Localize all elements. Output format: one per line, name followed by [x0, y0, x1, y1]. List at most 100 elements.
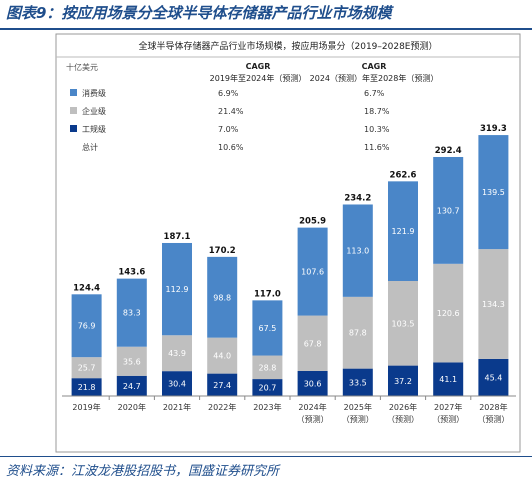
bar-total-label-2021: 187.1: [164, 232, 191, 242]
title-rule: [0, 28, 532, 30]
bar-value-label-2022-s1: 44.0: [213, 352, 231, 361]
legend-cagr-b-0: 6.7%: [364, 89, 385, 98]
legend-header-left-2: 2019年至2024年（预测）: [210, 73, 307, 83]
bar-2020-s2: [116, 278, 147, 347]
x-tick-label-2028-0: 2028年: [479, 402, 507, 412]
bar-2022-s1: [207, 337, 238, 374]
bar-value-label-2025-s0: 33.5: [349, 378, 367, 387]
bar-2019-s1: [71, 357, 102, 379]
bar-2023-s0: [252, 379, 283, 396]
legend-label-2: 工规级: [82, 124, 106, 134]
figure-title: 图表9：按应用场景分全球半导体存储器产品行业市场规模: [6, 4, 392, 22]
legend-label-0: 消费级: [82, 88, 106, 98]
bar-value-label-2023-s1: 28.8: [258, 363, 276, 372]
bar-value-label-2028-s0: 45.4: [484, 373, 502, 382]
bar-value-label-2019-s0: 21.8: [78, 383, 96, 392]
bar-2023-s2: [252, 300, 283, 356]
legend-cagr-a-2: 7.0%: [218, 125, 239, 134]
bar-value-label-2028-s2: 139.5: [482, 188, 505, 197]
x-tick-label-2024-1: （预测）: [297, 414, 329, 424]
legend-cagr-a-3: 10.6%: [218, 143, 244, 152]
bar-value-label-2024-s0: 30.6: [304, 379, 322, 388]
x-tick-label-2027-0: 2027年: [434, 402, 462, 412]
bar-total-label-2024: 205.9: [299, 217, 326, 227]
bar-2024-s0: [297, 370, 328, 396]
bar-value-label-2024-s2: 107.6: [301, 268, 324, 277]
bar-value-label-2020-s2: 83.3: [123, 309, 141, 318]
bar-2024-s2: [297, 227, 328, 316]
bar-2023-s1: [252, 355, 283, 380]
bar-2024-s1: [297, 315, 328, 371]
legend-cagr-a-0: 6.9%: [218, 89, 239, 98]
x-tick-label-2025-0: 2025年: [344, 402, 372, 412]
bar-2020-s1: [116, 346, 147, 376]
bar-value-label-2027-s2: 130.7: [437, 206, 460, 215]
bar-2027-s1: [433, 263, 464, 363]
bar-value-label-2021-s1: 43.9: [168, 349, 186, 358]
bar-2025-s0: [342, 368, 373, 396]
x-tick-label-2027-1: （预测）: [432, 414, 464, 424]
stacked-bar-chart: 全球半导体存储器产品行业市场规模，按应用场景分（2019–2028E预测） 十亿…: [55, 33, 521, 453]
bar-value-label-2021-s0: 30.4: [168, 380, 186, 389]
bar-2025-s1: [342, 296, 373, 369]
bar-total-label-2026: 262.6: [390, 170, 417, 180]
bar-total-label-2020: 143.6: [118, 268, 145, 278]
source-rule: [0, 456, 532, 457]
x-axis-tick-labels: 2019年 2020年 2021年 2022年 2023年 2024年 （预测） 2025年 （…: [72, 396, 509, 424]
bar-2022-s2: [207, 256, 238, 338]
legend-label-3: 总计: [82, 142, 98, 152]
legend-header-right-2: 2024（预测）年至2028年（预测）: [310, 73, 439, 83]
bar-value-label-2023-s0: 20.7: [258, 384, 276, 393]
bar-total-label-2022: 170.2: [209, 246, 236, 256]
chart-frame: [55, 33, 521, 453]
legend-cagr-a-1: 21.4%: [218, 107, 244, 116]
legend-swatch-1: [70, 107, 77, 114]
bar-2026-s2: [388, 181, 418, 281]
x-tick-label-2022-0: 2022年: [208, 402, 236, 412]
bar-total-label-2028: 319.3: [480, 124, 507, 134]
legend-header-right-1: CAGR: [362, 62, 387, 71]
bar-value-label-2027-s0: 41.1: [439, 375, 457, 384]
legend-swatch-2: [70, 125, 77, 132]
x-tick-label-2028-1: （预测）: [477, 414, 509, 424]
bar-2022-s0: [207, 373, 238, 396]
bar-value-label-2022-s0: 27.4: [213, 381, 231, 390]
bar-total-label-2025: 234.2: [344, 193, 371, 203]
bar-2021-s0: [162, 371, 192, 396]
bar-2021-s1: [162, 335, 192, 372]
bar-value-label-2025-s1: 87.8: [349, 329, 367, 338]
x-tick-label-2026-1: （预测）: [387, 414, 419, 424]
x-tick-label-2023-0: 2023年: [253, 402, 281, 412]
bar-value-label-2026-s0: 37.2: [394, 377, 412, 386]
bar-total-label-2019: 124.4: [73, 283, 100, 293]
bar-2026-s0: [388, 365, 418, 396]
x-tick-label-2026-0: 2026年: [389, 402, 417, 412]
bar-2027-s2: [433, 156, 464, 264]
legend-header-left-1: CAGR: [246, 62, 271, 71]
bar-2025-s2: [342, 204, 373, 297]
bar-value-label-2021-s2: 112.9: [166, 285, 189, 294]
bar-value-label-2025-s2: 113.0: [346, 247, 369, 256]
bar-value-label-2020-s0: 24.7: [123, 382, 141, 391]
bar-2026-s1: [388, 280, 418, 366]
y-axis-unit-label: 十亿美元: [66, 62, 98, 72]
bar-2019-s2: [71, 294, 102, 358]
bar-2027-s0: [433, 362, 464, 396]
bar-value-label-2020-s1: 35.6: [123, 357, 141, 366]
x-tick-label-2025-1: （预测）: [342, 414, 374, 424]
bar-2028-s0: [478, 358, 509, 396]
chart-title: 全球半导体存储器产品行业市场规模，按应用场景分（2019–2028E预测）: [139, 40, 438, 52]
x-tick-label-2021-0: 2021年: [163, 402, 191, 412]
bar-value-label-2027-s1: 120.6: [437, 309, 460, 318]
figure-source: 资料来源：江波龙港股招股书，国盛证券研究所: [6, 464, 280, 479]
bar-value-label-2026-s2: 121.9: [392, 227, 415, 236]
bar-2021-s2: [162, 242, 192, 336]
legend-label-1: 企业级: [82, 106, 106, 116]
legend-cagr-b-2: 10.3%: [364, 125, 390, 134]
x-tick-label-2020-0: 2020年: [118, 402, 146, 412]
bars-layer: 21.8 25.7 76.9 124.4 24.7 35.6 83.3 143.6 30.4 43…: [71, 124, 509, 396]
legend-cagr-b-3: 11.6%: [364, 143, 390, 152]
bar-value-label-2024-s1: 67.8: [304, 339, 322, 348]
bar-value-label-2023-s2: 67.5: [258, 324, 276, 333]
bar-2028-s2: [478, 135, 509, 250]
